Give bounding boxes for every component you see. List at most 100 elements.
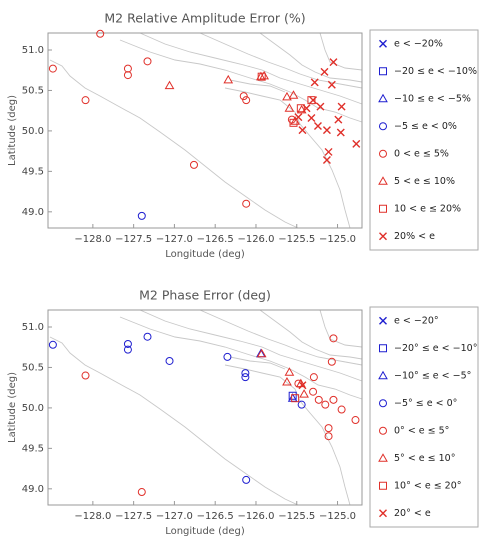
point <box>329 58 338 67</box>
x-tick-label: −125.0 <box>319 511 356 522</box>
point <box>241 369 250 378</box>
x-tick-label: −127.0 <box>156 511 193 522</box>
x-tick-label: −128.0 <box>74 511 111 522</box>
x-axis-label: Longitude (deg) <box>165 526 245 537</box>
y-tick-label: 50.0 <box>22 403 44 414</box>
y-tick-label: 50.5 <box>22 362 44 373</box>
point <box>123 71 132 80</box>
chart-title: M2 Relative Amplitude Error (%) <box>104 11 305 26</box>
point <box>324 432 333 441</box>
point <box>284 367 295 376</box>
coastline <box>49 32 363 229</box>
point <box>351 416 360 425</box>
legend-marker <box>379 344 387 353</box>
legend-label: −20 ≤ e < −10% <box>394 66 477 77</box>
y-tick-label: 50.5 <box>22 85 44 96</box>
point <box>324 424 333 433</box>
point <box>123 339 132 348</box>
point <box>239 92 248 101</box>
point <box>298 381 307 390</box>
point <box>314 395 323 404</box>
x-tick-label: −126.5 <box>197 511 234 522</box>
point <box>296 104 307 114</box>
point <box>123 64 132 73</box>
legend-marker <box>379 122 387 131</box>
legend-label: 0° < e ≤ 5° <box>394 425 449 436</box>
point <box>296 104 305 113</box>
point <box>327 80 336 89</box>
point <box>352 139 361 148</box>
coastline <box>49 309 363 506</box>
point <box>329 395 338 404</box>
point <box>324 147 333 156</box>
chart-title: M2 Phase Error (deg) <box>139 288 271 303</box>
point <box>165 356 174 365</box>
point <box>257 72 266 81</box>
x-tick-label: −126.0 <box>237 234 274 245</box>
point <box>299 389 309 398</box>
point <box>309 96 318 105</box>
legend-marker <box>379 204 387 213</box>
point <box>313 122 322 131</box>
point <box>329 334 338 343</box>
x-tick-label: −125.0 <box>319 234 356 245</box>
legend-label: −20° ≤ e < −10° <box>394 343 477 354</box>
legend-marker <box>379 67 387 76</box>
point <box>336 128 345 137</box>
legend-marker <box>378 176 388 185</box>
legend-label: e < −20° <box>394 315 439 326</box>
point <box>291 394 300 403</box>
y-tick-label: 50.0 <box>22 126 44 137</box>
point <box>322 126 331 135</box>
legend-marker <box>379 481 387 490</box>
point <box>289 118 298 127</box>
point <box>309 373 318 382</box>
legend-label: 0 < e ≤ 5% <box>394 148 449 159</box>
point <box>143 57 152 66</box>
legend-marker <box>379 232 387 241</box>
point <box>242 96 251 105</box>
point <box>241 373 250 382</box>
y-tick-label: 51.0 <box>22 322 44 333</box>
point <box>242 199 251 208</box>
point <box>282 377 292 386</box>
y-axis-label: Latitude (deg) <box>7 372 18 443</box>
point <box>288 391 297 400</box>
x-tick-label: −127.5 <box>115 234 152 245</box>
point <box>123 345 132 354</box>
x-tick-label: −128.0 <box>74 234 111 245</box>
legend-marker <box>379 399 387 408</box>
y-tick-label: 49.0 <box>22 207 44 218</box>
point <box>223 74 234 84</box>
legend-label: 5 < e ≤ 10% <box>394 176 455 187</box>
point <box>327 357 336 366</box>
legend-box <box>369 306 479 528</box>
plot-frame <box>47 309 363 506</box>
legend-marker <box>379 39 387 48</box>
point <box>48 64 57 73</box>
legend-marker <box>378 93 388 103</box>
x-tick-label: −126.0 <box>237 511 274 522</box>
legend-marker <box>379 509 387 518</box>
point <box>320 67 329 76</box>
legend-marker <box>379 316 387 325</box>
point <box>294 113 303 122</box>
point <box>284 103 295 112</box>
point <box>334 115 343 124</box>
legend-label: 10 < e ≤ 20% <box>394 203 461 214</box>
x-tick-label: −125.5 <box>278 234 315 245</box>
point <box>137 211 146 220</box>
y-tick-label: 49.5 <box>22 166 44 177</box>
legend-label: −10 ≤ e < −5% <box>394 93 471 104</box>
legend-label: 20% < e <box>394 231 435 242</box>
y-tick-label: 51.0 <box>22 45 44 56</box>
point <box>316 102 325 111</box>
point <box>307 113 316 122</box>
point <box>81 96 90 105</box>
point <box>337 405 346 414</box>
point <box>164 80 175 90</box>
point <box>297 400 306 409</box>
point <box>256 348 267 358</box>
